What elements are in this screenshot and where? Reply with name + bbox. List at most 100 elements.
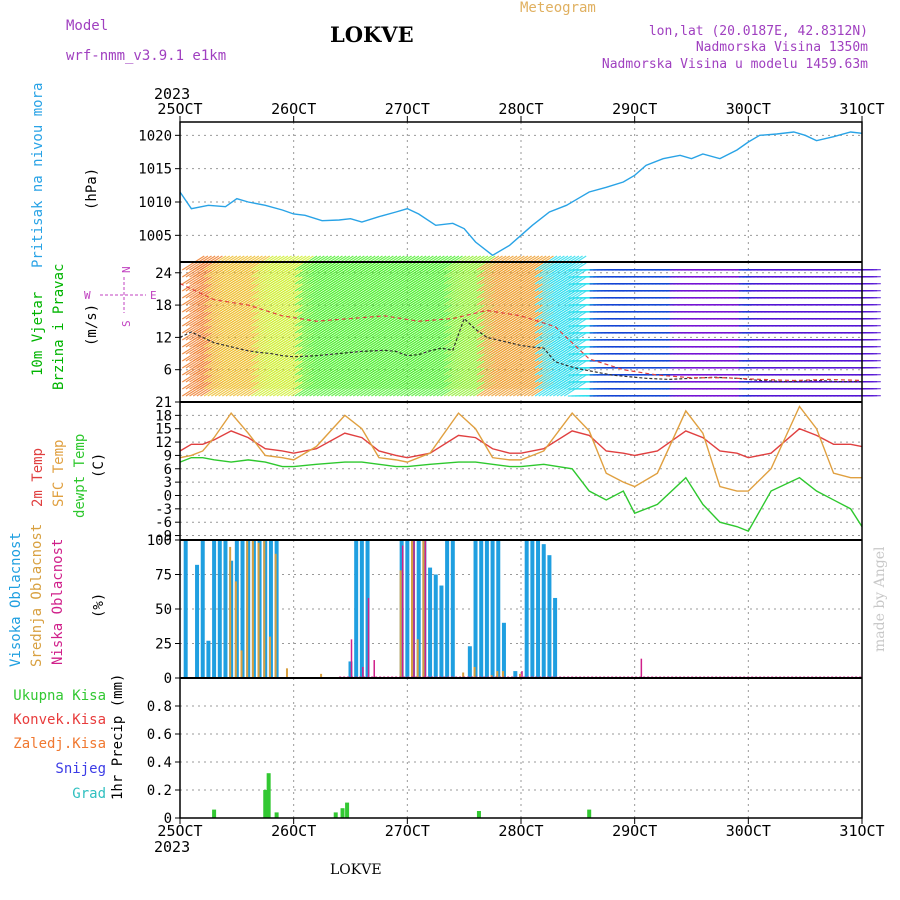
cloud-mid-bar xyxy=(240,650,243,678)
y-tick-label: 12 xyxy=(155,435,172,451)
cloud-mid-bar xyxy=(285,668,288,678)
y-tick-label: 18 xyxy=(155,298,172,314)
temp-2m-line xyxy=(179,427,863,459)
dewpt-line xyxy=(179,456,863,532)
y-tick-label: -9 xyxy=(155,529,172,545)
cloud-high-bar xyxy=(212,540,217,678)
compass-e: E xyxy=(150,289,157,302)
cloud-high-bar xyxy=(536,540,541,678)
legend-precip-total: Ukupna Kisa xyxy=(13,688,106,704)
cloud-high-bar xyxy=(479,540,484,678)
cloud-high-bar xyxy=(467,646,472,678)
cloud-high-bar xyxy=(553,597,558,678)
station-coords: lon,lat (20.0187E, 42.8312N) xyxy=(648,24,868,39)
cloud-mid-bar xyxy=(519,673,521,678)
model-name: wrf-nmm_v3.9.1 e1km xyxy=(66,48,227,64)
cloud-mid-bar xyxy=(320,673,323,678)
compass-w: W xyxy=(84,289,91,302)
precip-total-bar xyxy=(263,790,268,818)
cloud-mid-bar xyxy=(234,581,237,678)
cloud-high-bar xyxy=(206,640,211,678)
station-title: LOKVE xyxy=(330,22,414,47)
cloud-low-bar xyxy=(521,671,523,678)
y-tick-label: 24 xyxy=(155,266,172,282)
precip-total-bar xyxy=(476,811,481,818)
x-tick-label-top: 28OCT xyxy=(498,100,543,118)
x-tick-label-bottom: 30OCT xyxy=(726,822,771,840)
cloud-high-bar xyxy=(223,540,228,678)
cloud-mid-label: Srednja Oblacnost xyxy=(29,523,45,667)
cloud-high-bar xyxy=(268,540,273,678)
year-label-bottom: 2023 xyxy=(154,838,190,856)
cloud-high-label: Visoka Oblacnost xyxy=(8,532,24,667)
y-tick-label: 9 xyxy=(164,448,172,464)
product-title: Meteogram xyxy=(520,0,596,16)
y-tick-label: 25 xyxy=(155,637,172,653)
cloud-low-bar xyxy=(373,660,375,678)
cloud-mid-bar xyxy=(462,672,465,678)
cloud-mid-bar xyxy=(411,540,414,678)
legend-precip-snow: Snijeg xyxy=(55,761,106,777)
cloud-low-bar xyxy=(640,658,643,678)
cloud-mid-bar xyxy=(251,540,254,678)
x-tick-label-top: 31OCT xyxy=(839,100,884,118)
cloud-low-label: Niska Oblacnost xyxy=(50,538,66,665)
cloud-high-bar xyxy=(484,540,489,678)
cloud-high-bar xyxy=(240,540,245,678)
cloud-low-bar xyxy=(424,540,427,678)
cloud-high-bar xyxy=(473,540,478,678)
x-tick-label-top: 30OCT xyxy=(726,100,771,118)
y-tick-label: 1010 xyxy=(138,195,172,211)
precip-total-bar xyxy=(345,802,350,818)
cloud-unit: (%) xyxy=(91,592,107,618)
x-tick-label-bottom: 28OCT xyxy=(498,822,543,840)
wind-barbs-layer xyxy=(181,255,881,397)
cloud-high-bar xyxy=(365,540,370,678)
x-tick-label-top: 25OCT xyxy=(157,100,202,118)
y-tick-label: 0.4 xyxy=(147,755,172,771)
data-layer xyxy=(179,131,863,818)
precip-total-bar xyxy=(274,812,279,818)
cloud-high-bar xyxy=(450,540,455,678)
x-tick-label-bottom: 27OCT xyxy=(385,822,430,840)
y-tick-label: 6 xyxy=(164,462,172,478)
legend-precip-frozen: Zaledj.Kisa xyxy=(13,736,106,752)
cloud-mid-bar xyxy=(473,666,476,678)
precip-total-bar xyxy=(333,812,338,818)
cloud-high-bar xyxy=(496,540,501,678)
y-tick-label: 6 xyxy=(164,363,172,379)
cloud-high-bar xyxy=(445,540,450,678)
sfc-temp-line xyxy=(179,405,862,492)
y-tick-label: 18 xyxy=(155,408,172,424)
cloud-mid-bar xyxy=(263,540,266,678)
y-tick-label: 100 xyxy=(147,533,172,549)
pressure-line xyxy=(179,131,863,257)
cloud-high-bar xyxy=(354,540,359,678)
x-tick-label-bottom: 25OCT xyxy=(157,822,202,840)
x-tick-label-top: 29OCT xyxy=(612,100,657,118)
cloud-mid-bar xyxy=(257,542,260,678)
y-tick-label: 0 xyxy=(164,671,172,687)
cloud-high-bar xyxy=(501,622,506,678)
wind-title-line1: 10m Vjetar xyxy=(30,291,46,376)
y-tick-label: 1015 xyxy=(138,162,172,178)
cloud-mid-bar xyxy=(399,570,402,678)
wind-title-line2: Brzina i Pravac xyxy=(51,263,67,390)
y-tick-label: 12 xyxy=(155,330,172,346)
cloud-high-bar xyxy=(439,585,444,678)
cloud-mid-bar xyxy=(246,540,249,678)
compass-n: N xyxy=(120,266,133,273)
y-tick-label: 0.8 xyxy=(147,699,172,715)
cloud-high-bar xyxy=(195,564,200,678)
y-tick-label: 0.2 xyxy=(147,783,172,799)
y-tick-label: 1005 xyxy=(138,228,172,244)
precip-total-bar xyxy=(340,808,345,818)
station-altitude: Nadmorska Visina 1350m xyxy=(695,40,868,55)
precip-total-bar xyxy=(587,809,592,818)
y-tick-label: 75 xyxy=(155,568,172,584)
cloud-high-bar xyxy=(217,540,222,678)
cloud-high-bar xyxy=(183,540,188,678)
wind-unit: (m/s) xyxy=(84,303,100,346)
cloud-high-bar xyxy=(348,661,353,678)
